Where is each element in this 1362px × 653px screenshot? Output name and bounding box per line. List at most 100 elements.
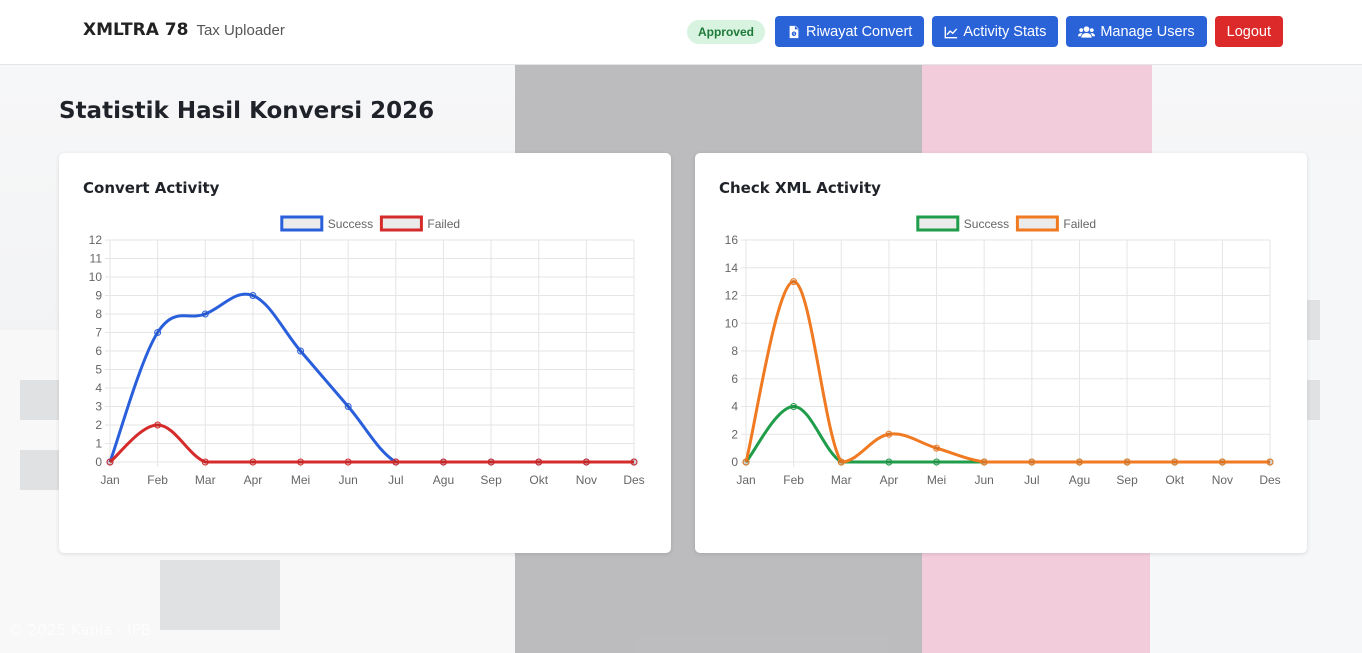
data-point	[1218, 458, 1226, 466]
legend-swatch	[1015, 215, 1059, 232]
data-point	[439, 458, 447, 466]
y-tick-label: 14	[725, 261, 739, 275]
legend-label: Failed	[427, 217, 460, 231]
data-point	[297, 458, 305, 466]
legend-label: Failed	[1063, 217, 1096, 231]
series-line	[108, 292, 634, 464]
x-tick-label: Sep	[1116, 473, 1138, 487]
chart-grid	[105, 239, 635, 467]
data-point	[392, 458, 400, 466]
y-tick-label: 10	[89, 270, 103, 284]
data-point	[1171, 458, 1179, 466]
y-tick-label: 16	[725, 233, 739, 247]
data-point	[154, 329, 162, 336]
data-point	[885, 458, 893, 466]
riwayat-convert-button[interactable]: Riwayat Convert	[774, 16, 925, 47]
data-point	[742, 458, 750, 466]
convert-activity-card: Convert Activity 0 1 2 3 4 5 6 7 8 9 10 11 12 Jan Feb M…	[59, 153, 671, 553]
logout-label: Logout	[1226, 23, 1271, 40]
y-tick-label: 0	[731, 455, 738, 469]
x-tick-label: Nov	[576, 473, 597, 487]
top-navbar: XMLTRA 78 Tax Uploader Approved Riwayat …	[0, 0, 1362, 65]
x-tick-label: Okt	[1165, 473, 1184, 487]
y-tick-label: 8	[95, 307, 102, 321]
data-point	[1028, 458, 1036, 466]
y-tick-label: 11	[90, 252, 103, 266]
y-tick-label: 6	[95, 344, 102, 358]
data-point	[201, 310, 209, 318]
data-point	[535, 458, 543, 466]
legend-label: Success	[964, 217, 1009, 231]
riwayat-convert-label: Riwayat Convert	[805, 23, 913, 40]
y-tick-label: 7	[95, 326, 102, 340]
logout-button[interactable]: Logout	[1214, 16, 1283, 47]
footer-copyright: © 2025 Kania - IPB	[8, 621, 152, 639]
y-tick-label: 4	[95, 381, 102, 395]
data-point	[885, 430, 893, 438]
brand[interactable]: XMLTRA 78 Tax Uploader	[83, 20, 285, 40]
y-tick-label: 3	[95, 400, 102, 414]
manage-users-label: Manage Users	[1100, 23, 1195, 40]
y-tick-label: 12	[725, 289, 739, 303]
check-xml-activity-card: Check XML Activity 0 2 4 6 8 10 12 14 16 Jan Feb Ma…	[695, 153, 1307, 553]
data-point	[790, 278, 798, 286]
y-tick-label: 1	[95, 437, 102, 451]
x-tick-label: Mei	[291, 473, 310, 487]
data-point	[297, 347, 305, 355]
x-tick-label: Agu	[1069, 473, 1090, 487]
y-tick-label: 0	[95, 455, 102, 469]
brand-name: XMLTRA 78	[83, 20, 189, 40]
data-point	[1123, 458, 1131, 466]
data-point	[344, 458, 352, 466]
data-point	[249, 292, 257, 299]
y-tick-label: 5	[95, 363, 102, 377]
x-tick-label: Agu	[433, 473, 454, 487]
manage-users-button[interactable]: Manage Users	[1066, 16, 1207, 47]
x-tick-label: Jul	[388, 473, 403, 487]
data-point	[154, 421, 162, 429]
y-tick-label: 12	[89, 233, 103, 247]
brand-subtitle: Tax Uploader	[196, 22, 285, 39]
x-tick-label: Mar	[831, 473, 852, 487]
activity-stats-button[interactable]: Activity Stats	[932, 16, 1059, 47]
nav-actions: Approved Riwayat Convert Activity Stats …	[686, 16, 1283, 47]
x-tick-label: Apr	[880, 473, 899, 487]
y-tick-label: 2	[95, 418, 102, 432]
data-point	[630, 458, 638, 466]
line-chart-icon	[944, 26, 958, 38]
x-tick-label: Mei	[927, 473, 946, 487]
x-tick-label: Feb	[147, 473, 168, 487]
legend-swatch	[916, 215, 960, 232]
legend-swatch	[379, 215, 423, 232]
x-tick-label: Okt	[529, 473, 548, 487]
x-tick-label: Jan	[100, 473, 119, 487]
data-point	[1266, 458, 1274, 466]
users-icon	[1078, 25, 1096, 38]
x-tick-label: Jun	[339, 473, 358, 487]
activity-stats-label: Activity Stats	[963, 23, 1047, 40]
y-tick-label: 10	[725, 316, 739, 330]
x-tick-label: Nov	[1212, 473, 1233, 487]
x-tick-label: Mar	[195, 473, 216, 487]
x-tick-label: Jun	[975, 473, 994, 487]
check-xml-activity-chart: 0 2 4 6 8 10 12 14 16 Jan Feb Mar Apr Mei Jun Jul Agu Sep…	[725, 215, 1281, 487]
series-line	[744, 280, 1270, 464]
series-line	[109, 423, 634, 464]
x-tick-label: Feb	[783, 473, 804, 487]
file-history-icon	[789, 25, 799, 38]
data-point	[790, 403, 798, 410]
y-tick-label: 8	[731, 344, 738, 358]
check-xml-activity-title: Check XML Activity	[719, 179, 881, 197]
convert-activity-title: Convert Activity	[83, 179, 220, 197]
data-point	[582, 458, 590, 466]
data-point	[1075, 458, 1083, 466]
x-tick-label: Jan	[736, 473, 755, 487]
page-title: Statistik Hasil Konversi 2026	[59, 98, 435, 124]
data-point	[201, 458, 209, 466]
data-point	[344, 403, 352, 410]
x-tick-label: Sep	[480, 473, 502, 487]
x-tick-label: Jul	[1024, 473, 1039, 487]
data-point	[933, 444, 941, 452]
y-tick-label: 6	[731, 372, 738, 386]
